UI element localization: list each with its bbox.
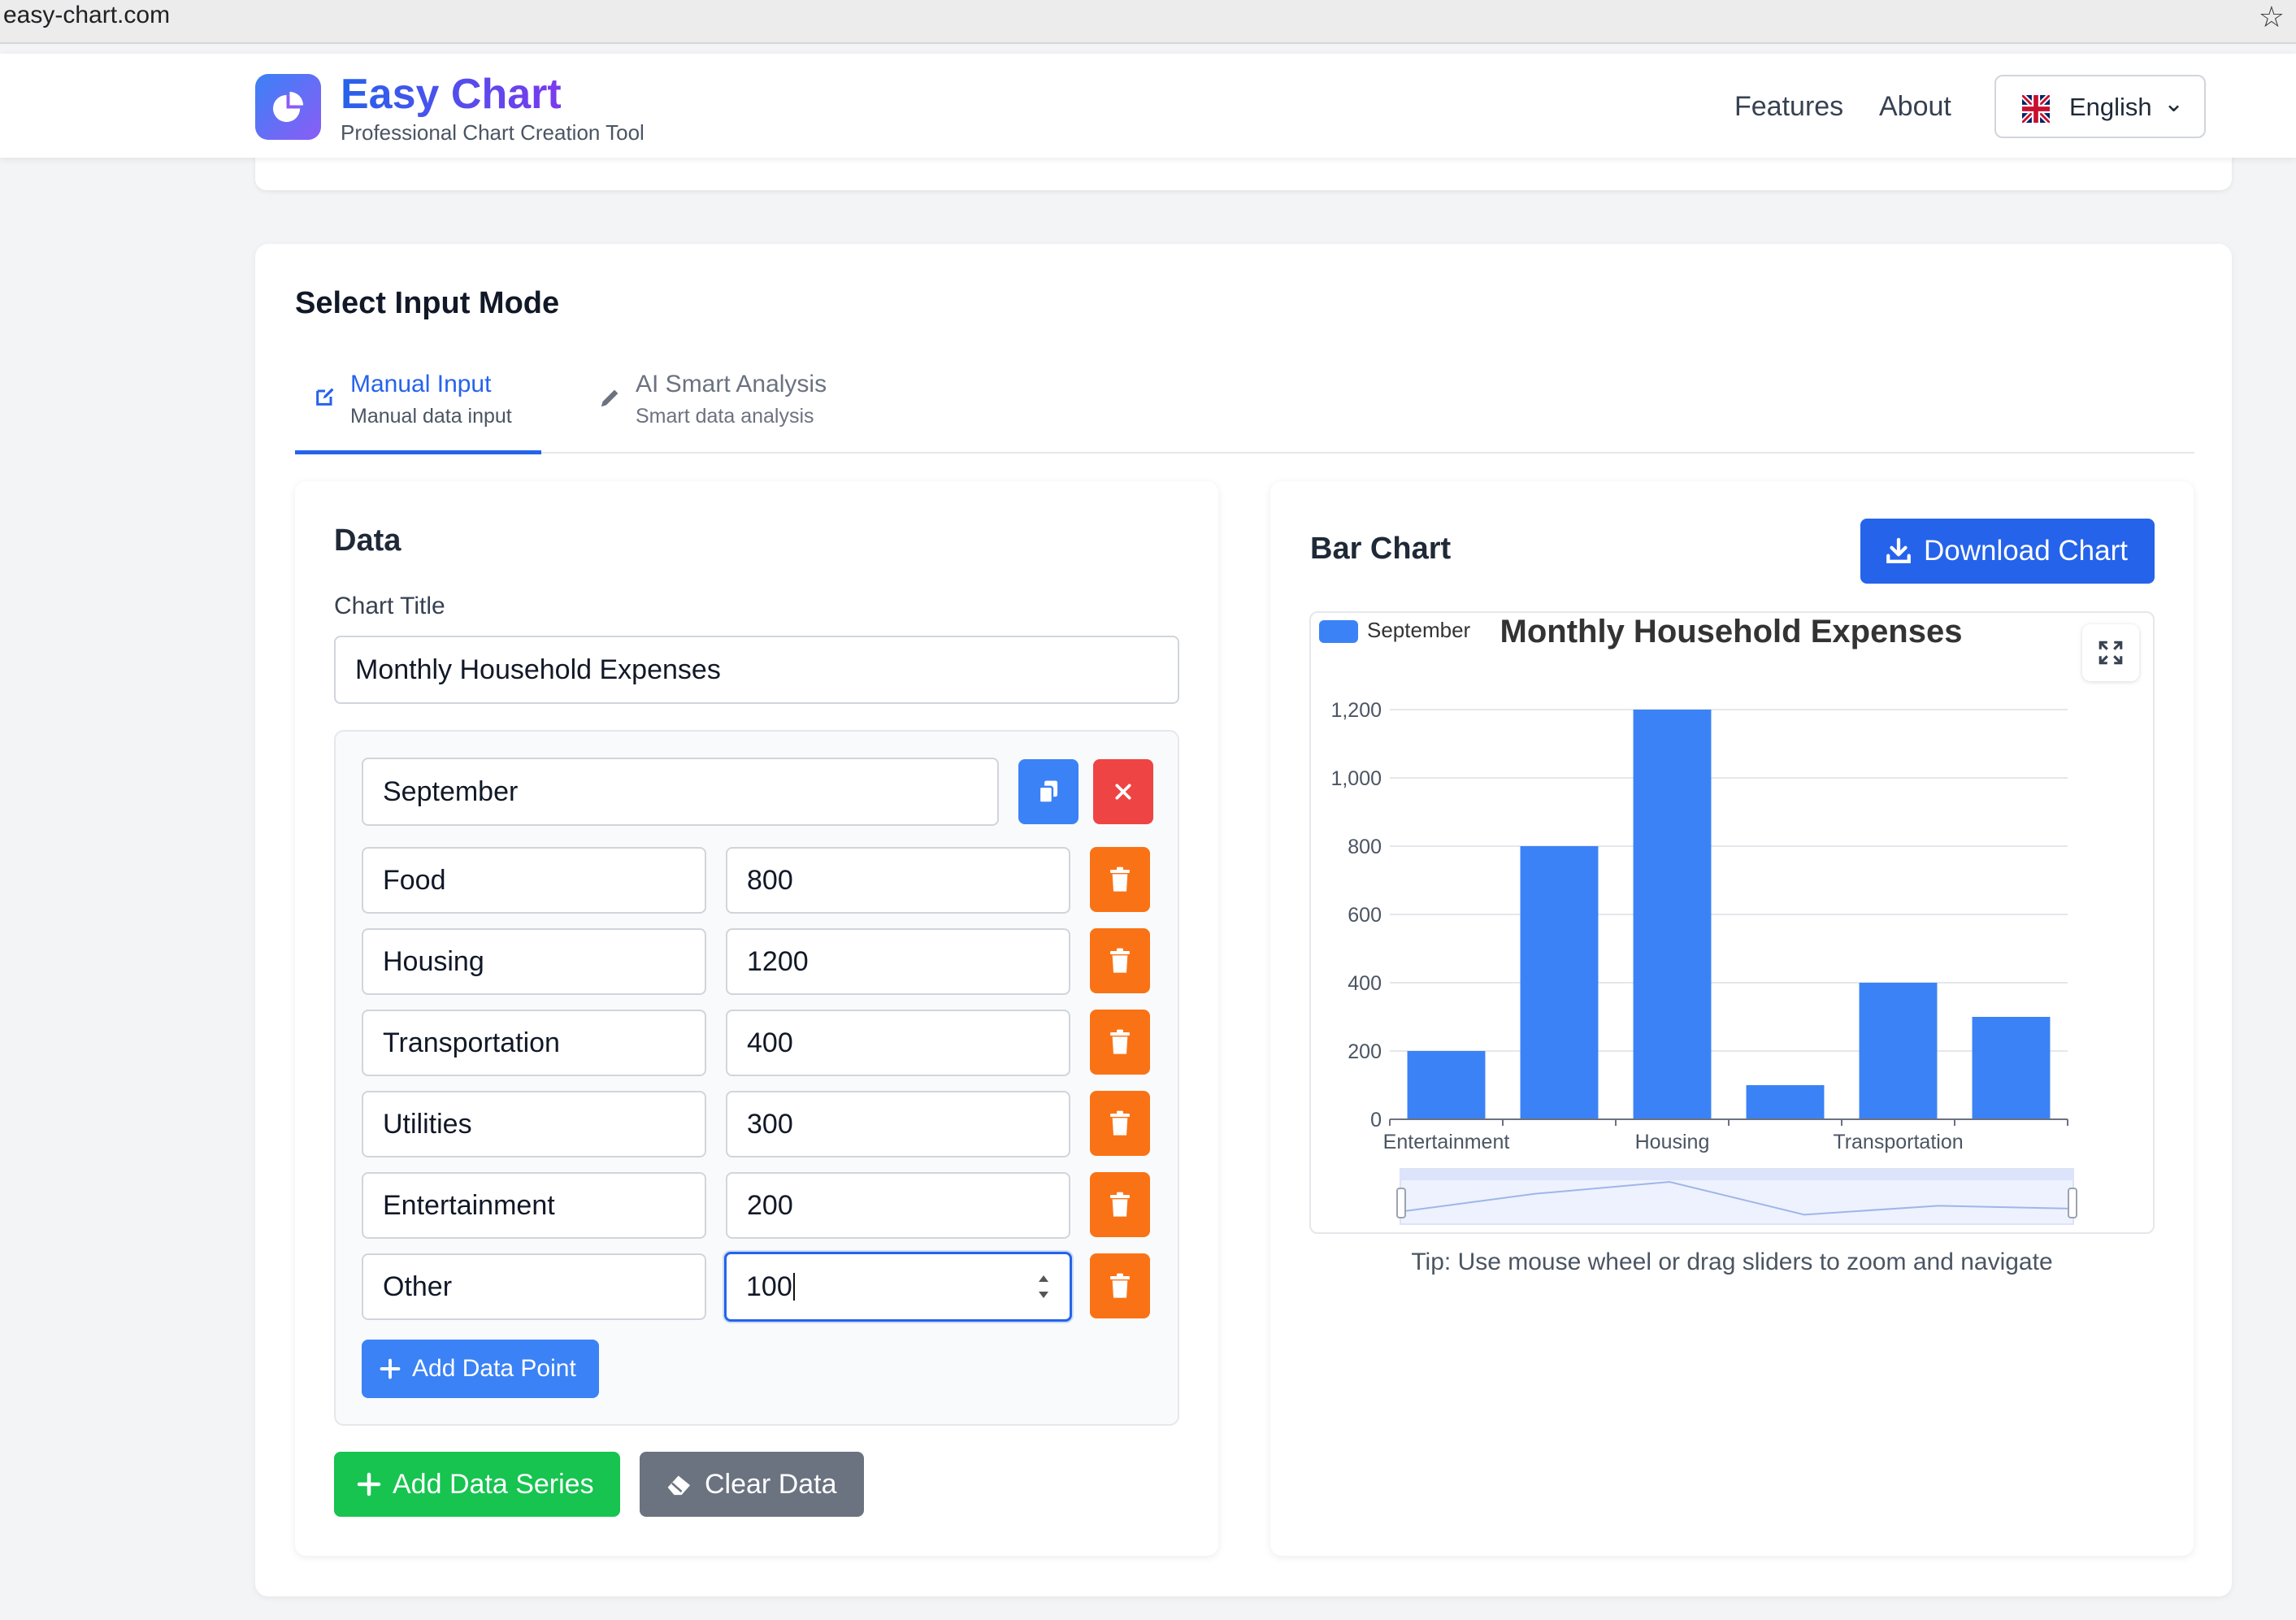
uk-flag-icon [2022,95,2050,123]
point-value-input[interactable]: 400 [726,1010,1070,1076]
chart-type-heading: Bar Chart [1310,532,1452,566]
point-value-input[interactable]: 200 [726,1172,1070,1239]
tab-manual-input[interactable]: Manual Input Manual data input [314,371,541,452]
duplicate-series-button[interactable] [1018,759,1079,824]
trash-icon [1110,1192,1130,1217]
chart-container [1309,611,2155,1234]
fullscreen-button[interactable] [2082,624,2139,681]
brand-tagline: Professional Chart Creation Tool [341,120,645,145]
add-data-series-button[interactable]: Add Data Series [334,1452,620,1517]
delete-point-button[interactable] [1090,1091,1150,1156]
language-label: English [2069,93,2152,121]
add-data-point-label: Add Data Point [412,1355,576,1382]
delete-point-button[interactable] [1090,1253,1150,1318]
download-icon [1886,537,1911,563]
point-name-input[interactable]: Utilities [362,1091,706,1157]
tab-sublabel: Smart data analysis [636,405,814,428]
language-selector[interactable]: English ⌄ [1994,75,2206,138]
chart-tip: Tip: Use mouse wheel or drag sliders to … [1411,1249,2053,1275]
add-data-series-label: Add Data Series [393,1468,594,1500]
close-icon [1115,784,1131,800]
chart-title-input[interactable]: Monthly Household Expenses [334,636,1179,704]
nav-features-link[interactable]: Features [1734,91,1844,122]
point-name-input[interactable]: Entertainment [362,1172,706,1239]
data-heading: Data [334,523,401,558]
tab-ai-analysis[interactable]: AI Smart Analysis Smart data analysis [598,371,866,452]
download-chart-button[interactable]: Download Chart [1860,519,2155,584]
logo[interactable] [255,74,321,140]
site-header: Easy Chart Professional Chart Creation T… [0,54,2296,158]
copy-icon [1038,780,1058,804]
point-name-input[interactable]: Food [362,847,706,914]
tabs-divider [295,452,2194,454]
point-value-input[interactable]: 1200 [726,928,1070,995]
trash-icon [1110,1029,1130,1054]
eraser-icon [667,1475,691,1496]
pencil-icon [601,389,618,407]
plus-icon [380,1358,401,1379]
point-value-input[interactable]: 300 [726,1091,1070,1157]
bookmark-star-icon[interactable]: ☆ [2258,0,2285,33]
brand-name[interactable]: Easy Chart [341,71,562,118]
trash-icon [1110,1273,1130,1298]
download-chart-label: Download Chart [1924,535,2128,567]
expand-icon [2099,641,2123,665]
trash-icon [1110,1110,1130,1136]
delete-point-button[interactable] [1090,928,1150,993]
chevron-down-icon: ⌄ [2164,90,2185,117]
text-caret [792,1273,795,1301]
add-data-point-button[interactable]: Add Data Point [362,1340,599,1398]
section-title: Select Input Mode [295,286,560,320]
tab-label: AI Smart Analysis [636,371,827,397]
chart-title-label: Chart Title [334,593,445,619]
browser-address-bar[interactable]: easy-chart.com ☆ [0,0,2296,44]
delete-point-button[interactable] [1090,1172,1150,1237]
remove-series-button[interactable] [1093,759,1153,824]
number-spinner-icon[interactable] [1035,1269,1052,1305]
delete-point-button[interactable] [1090,847,1150,912]
nav-about-link[interactable]: About [1879,91,1951,122]
tab-sublabel: Manual data input [350,405,512,428]
point-value-input-focused[interactable]: 100 [724,1252,1072,1322]
pie-chart-icon [272,91,304,123]
clear-data-label: Clear Data [705,1468,837,1500]
series-name-input[interactable]: September [362,758,999,826]
clear-data-button[interactable]: Clear Data [640,1452,864,1517]
tab-label: Manual Input [350,371,492,397]
trash-icon [1110,948,1130,973]
plus-icon [357,1472,381,1496]
url-text[interactable]: easy-chart.com [3,2,171,28]
trash-icon [1110,866,1130,892]
point-value-input[interactable]: 800 [726,847,1070,914]
delete-point-button[interactable] [1090,1010,1150,1075]
point-value-text: 100 [746,1270,792,1302]
edit-icon [316,388,334,406]
point-name-input[interactable]: Transportation [362,1010,706,1076]
active-tab-indicator [295,450,541,454]
point-name-input[interactable]: Housing [362,928,706,995]
point-name-input[interactable]: Other [362,1253,706,1320]
